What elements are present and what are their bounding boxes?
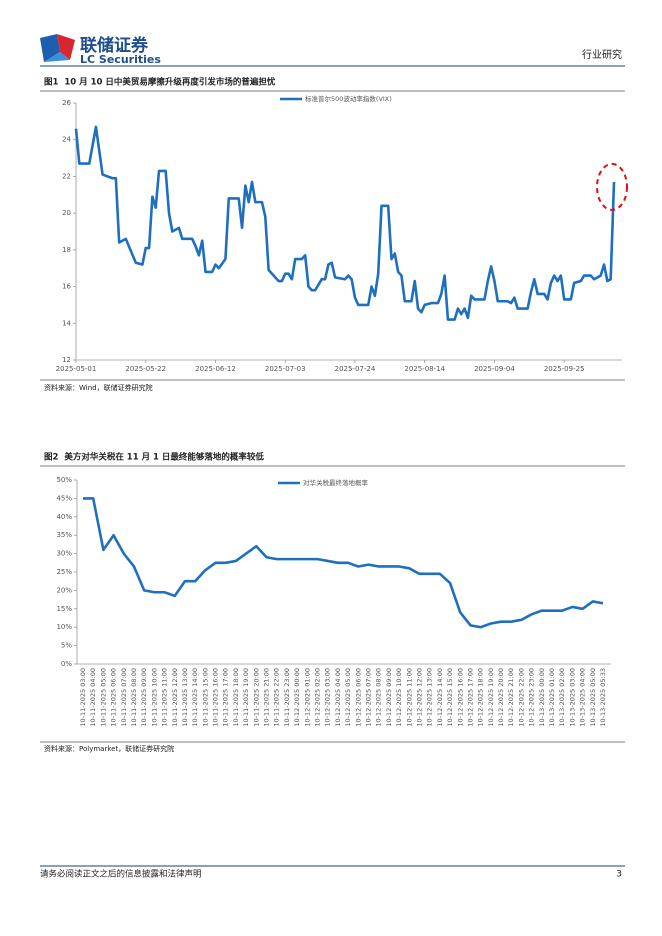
x-tick-label: 10-12-2025 16:00 [456,668,464,727]
x-tick-label: 10-12-2025 09:00 [385,668,393,727]
x-tick-label: 10-12-2025 02:00 [314,668,322,727]
y-tick-label: 0% [61,660,72,668]
x-tick-label: 10-11-2025 13:00 [181,668,189,727]
y-tick-label: 10% [56,623,72,631]
x-tick-label: 10-12-2025 03:00 [324,668,332,727]
disclaimer: 请务必阅读正文之后的信息披露和法律声明 [40,869,202,880]
x-tick-label: 10-13-2025 03:00 [568,668,576,727]
y-tick-label: 26 [62,99,71,107]
logo-mark [44,52,70,62]
x-tick-label: 10-13-2025 05:00 [589,668,597,727]
x-tick-label: 10-12-2025 19:00 [487,668,495,727]
x-tick-label: 10-13-2025 00:00 [538,668,546,727]
x-tick-label: 10-11-2025 12:00 [171,668,179,727]
x-tick-label: 10-12-2025 18:00 [477,668,485,727]
x-tick-label: 10-11-2025 17:00 [222,668,230,727]
x-tick-label: 10-12-2025 17:00 [466,668,474,727]
y-tick-label: 25% [56,568,72,576]
y-tick-label: 5% [61,642,72,650]
y-tick-label: 12 [62,356,71,364]
x-tick-label: 10-12-2025 08:00 [375,668,383,727]
x-tick-label: 10-13-2025 02:00 [558,668,566,727]
x-tick-label: 10-12-2025 20:00 [497,668,505,727]
x-tick-label: 2025-09-25 [544,365,585,373]
y-tick-label: 35% [56,531,72,539]
x-tick-label: 10-12-2025 22:00 [517,668,525,727]
x-tick-label: 10-11-2025 03:00 [79,668,87,727]
section-name: 行业研究 [582,48,622,61]
x-tick-label: 2025-05-01 [56,365,97,373]
figure-source: 资料来源：Wind，联储证券研究院 [44,383,153,392]
company-name: 联储证券 [80,35,149,56]
y-tick-label: 15% [56,605,72,613]
x-tick-label: 10-11-2025 09:00 [140,668,148,727]
x-tick-label: 10-11-2025 10:00 [150,668,158,727]
x-tick-label: 10-12-2025 12:00 [415,668,423,727]
page-number: 3 [616,870,622,880]
x-tick-label: 10-12-2025 07:00 [364,668,372,727]
x-tick-label: 10-11-2025 14:00 [191,668,199,727]
x-tick-label: 2025-09-04 [474,365,515,373]
x-tick-label: 10-11-2025 11:00 [161,668,169,727]
highlight-circle [596,162,628,211]
company-name-en: LC Securities [80,53,161,66]
x-tick-label: 2025-05-22 [125,365,166,373]
x-tick-label: 10-12-2025 10:00 [395,668,403,727]
series-line [74,125,616,321]
y-tick-label: 22 [62,172,71,180]
y-tick-label: 14 [62,319,71,327]
y-tick-label: 40% [56,513,72,521]
x-tick-label: 10-12-2025 14:00 [436,668,444,727]
x-tick-label: 10-11-2025 16:00 [212,668,220,727]
x-tick-label: 10-12-2025 13:00 [426,668,434,727]
y-tick-label: 50% [56,476,72,484]
x-tick-label: 10-11-2025 23:00 [283,668,291,727]
x-tick-label: 10-11-2025 21:00 [263,668,271,727]
x-tick-label: 2025-07-03 [265,365,306,373]
x-tick-label: 10-13-2025 04:00 [579,668,587,727]
legend-label: 对华关税最终落地概率 [303,478,369,487]
x-tick-label: 2025-07-24 [335,365,376,373]
x-tick-label: 10-13-2025 01:00 [548,668,556,727]
legend-label: 标准普尔500波动率指数(VIX) [305,94,392,103]
x-tick-label: 10-12-2025 01:00 [303,668,311,727]
x-tick-label: 10-12-2025 11:00 [405,668,413,727]
x-tick-label: 10-11-2025 18:00 [232,668,240,727]
x-tick-label: 10-11-2025 15:00 [201,668,209,727]
x-tick-label: 10-12-2025 23:00 [528,668,536,727]
figure-caption: 图2 美方对华关税在 11 月 1 日最终能够落地的概率较低 [44,452,264,463]
x-tick-label: 10-13-2025 05:33 [599,668,607,727]
x-tick-label: 10-11-2025 05:00 [99,668,107,727]
figure-source: 资料来源：Polymarket，联储证券研究院 [44,744,174,753]
x-tick-label: 10-11-2025 19:00 [242,668,250,727]
x-tick-label: 2025-06-12 [195,365,236,373]
x-tick-label: 10-11-2025 06:00 [110,668,118,727]
x-tick-label: 10-12-2025 04:00 [334,668,342,727]
x-tick-label: 10-12-2025 15:00 [446,668,454,727]
y-tick-label: 20% [56,586,72,594]
x-tick-label: 2025-08-14 [404,365,445,373]
y-tick-label: 18 [62,246,71,254]
logo-mark [57,34,75,60]
y-tick-label: 16 [62,283,71,291]
x-tick-label: 10-11-2025 07:00 [120,668,128,727]
x-tick-label: 10-12-2025 00:00 [293,668,301,727]
series-line [83,497,604,629]
logo [40,34,75,62]
x-tick-label: 10-11-2025 20:00 [252,668,260,727]
y-tick-label: 45% [56,494,72,502]
x-tick-label: 10-12-2025 05:00 [344,668,352,727]
x-tick-label: 10-11-2025 04:00 [89,668,97,727]
y-tick-label: 20 [62,209,71,217]
x-tick-label: 10-12-2025 06:00 [354,668,362,727]
x-tick-label: 10-11-2025 08:00 [130,668,138,727]
y-tick-label: 24 [62,136,71,144]
x-tick-label: 10-11-2025 22:00 [273,668,281,727]
y-tick-label: 30% [56,550,72,558]
x-tick-label: 10-12-2025 21:00 [507,668,515,727]
logo-mark [40,34,60,62]
figure-caption: 图1 10 月 10 日中美贸易摩擦升级再度引发市场的普遍担忧 [44,77,276,88]
